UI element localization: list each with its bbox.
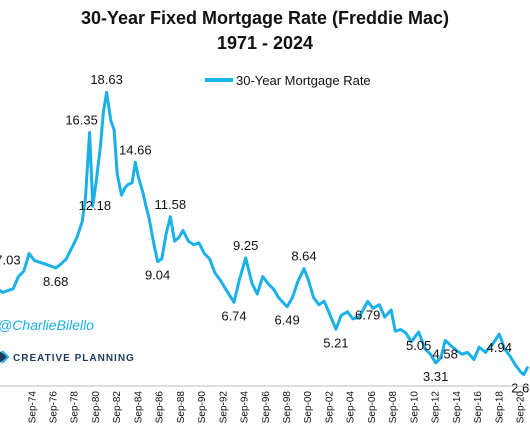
x-tick-label: Sep-98	[282, 391, 293, 424]
data-label: 4.58	[433, 346, 458, 361]
x-tick-label: Sep-96	[261, 391, 272, 424]
x-tick-label: Sep-86	[155, 391, 166, 424]
x-tick-label: Sep-78	[70, 391, 81, 424]
x-tick-label: Sep-00	[303, 391, 314, 424]
series-layer	[0, 90, 530, 376]
data-label: 2.65	[511, 381, 530, 396]
data-label: 16.35	[65, 113, 98, 128]
x-tick-label: Sep-80	[91, 391, 102, 424]
data-label: 5.21	[323, 335, 348, 350]
x-tick-label: Sep-18	[494, 391, 505, 424]
data-label: 12.18	[79, 198, 112, 213]
x-tick-label: Sep-84	[133, 391, 144, 424]
legend: 30-Year Mortgage Rate	[205, 73, 371, 88]
x-tick-label: Sep-20	[516, 391, 527, 424]
x-tick-label: Sep-74	[27, 391, 38, 424]
x-tick-label: Sep-04	[346, 391, 357, 424]
series-line-mortgage-rate	[0, 90, 530, 376]
x-tick-label: Sep-06	[367, 391, 378, 424]
chart-subtitle: 1971 - 2024	[216, 33, 314, 53]
data-label: 9.04	[145, 268, 170, 283]
data-label: 8.64	[291, 249, 316, 264]
x-tick-label: Sep-76	[49, 391, 60, 424]
data-label: 18.63	[90, 72, 123, 87]
creative-planning-logo-icon	[0, 350, 10, 364]
data-label: 14.66	[119, 142, 152, 157]
data-label: 3.31	[423, 369, 448, 384]
x-tick-label: Sep-90	[197, 391, 208, 424]
data-label: 11.58	[155, 197, 187, 212]
x-tick-label: Sep-08	[388, 391, 399, 424]
legend-label: 30-Year Mortgage Rate	[236, 73, 371, 88]
author-handle: @CharlieBilello	[0, 317, 94, 333]
x-tick-label: Sep-10	[409, 391, 420, 424]
x-tick-label: Sep-94	[240, 391, 251, 424]
x-tick-label: Sep-88	[176, 391, 187, 424]
data-labels: 7.03 8.68 16.35 12.18 18.63 14.66 9.04 11.58 6.7…	[0, 72, 530, 395]
x-tick-label: Sep-12	[431, 391, 442, 424]
data-label: 7.03	[0, 252, 21, 267]
x-tick-label: Sep-92	[218, 391, 229, 424]
data-label: 6.49	[274, 313, 299, 328]
data-label: 5.05	[406, 338, 431, 353]
brand-name: CREATIVE PLANNING	[13, 353, 135, 364]
x-tick-label: Sep-82	[112, 391, 123, 424]
x-tick-label: Sep-16	[473, 391, 484, 424]
x-axis-ticks: Sep-74 Sep-76 Sep-78 Sep-80 Sep-82 Sep-84 Sep-…	[0, 385, 530, 424]
data-label: 9.25	[233, 238, 258, 253]
data-label: 6.74	[221, 308, 246, 323]
x-tick-label: Sep-02	[325, 391, 336, 424]
data-label: 6.79	[355, 307, 380, 322]
data-label: 4.94	[487, 340, 512, 355]
chart-title: 30-Year Fixed Mortgage Rate (Freddie Mac…	[80, 8, 450, 28]
data-label: 8.68	[43, 274, 68, 289]
x-tick-label: Sep-14	[452, 391, 463, 424]
